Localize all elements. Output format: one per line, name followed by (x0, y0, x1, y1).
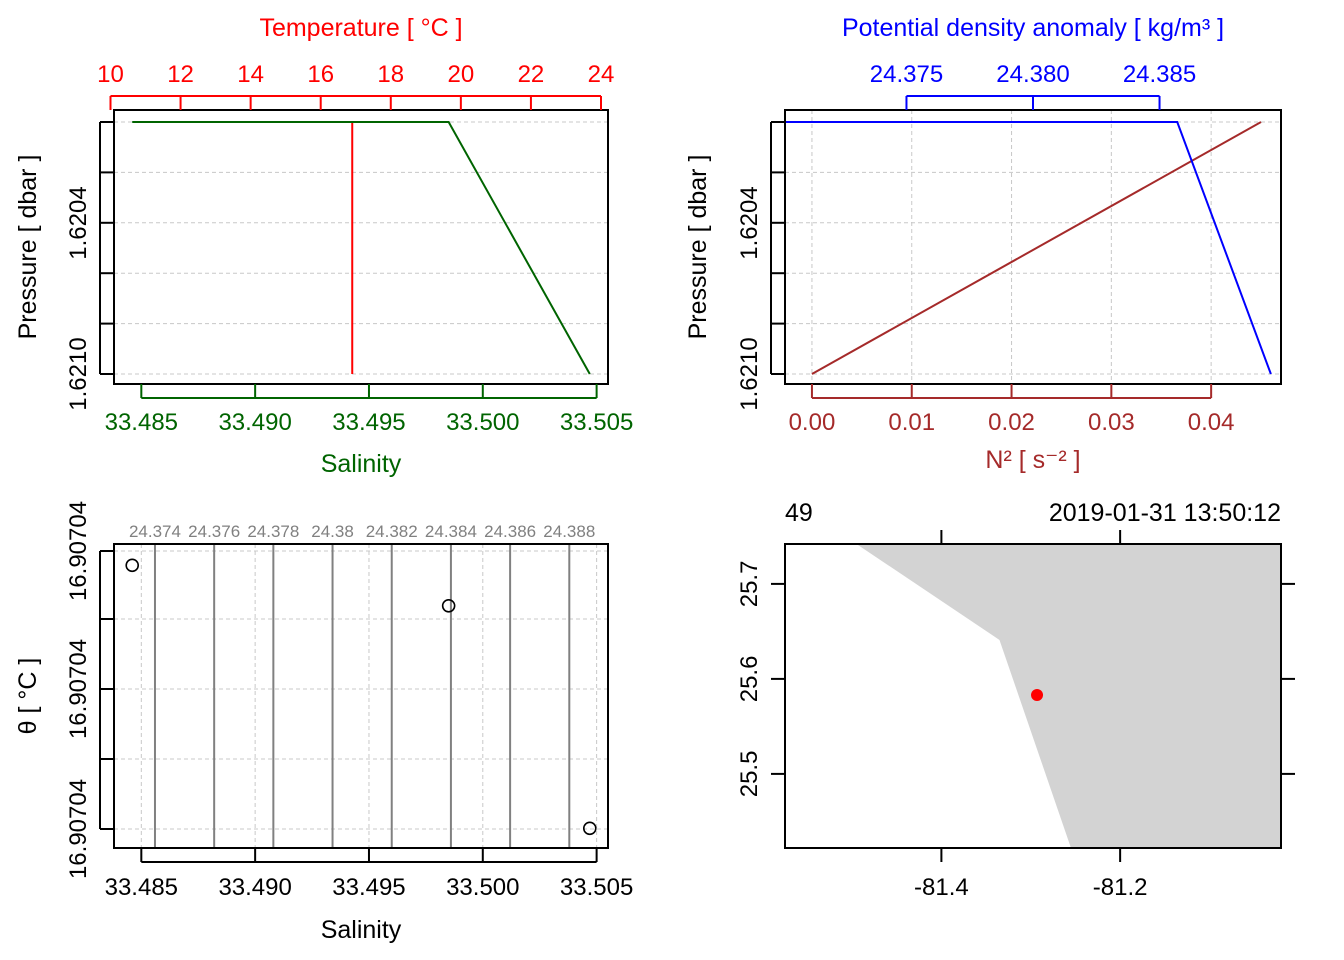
p3-grid (114, 544, 608, 848)
p3-theta-tick-label: 16.90704 (65, 639, 92, 739)
p1-salinity-tick-label: 33.485 (105, 409, 178, 436)
p4-lon-tick-label: -81.4 (914, 874, 969, 901)
p1-temperature-tick-label: 12 (167, 61, 194, 88)
p3-isopycnal-label: 24.384 (425, 522, 477, 541)
p4-land (856, 544, 1281, 848)
p2-pressure-axis: 1.6204 1.6210 (736, 121, 785, 411)
p2-grid (785, 110, 1281, 384)
p1-salinity-tick-label: 33.495 (332, 409, 405, 436)
p3-isopycnal-label: 24.376 (188, 522, 240, 541)
p2-n2-tick-label: 0.00 (789, 409, 836, 436)
p4-lat-tick-label: 25.5 (736, 751, 763, 798)
p2-n2-line (811, 121, 1262, 375)
p2-density-tick-label: 24.380 (996, 61, 1069, 88)
p3-theta-tick-label: 16.90704 (65, 779, 92, 879)
p3-isopycnal-label: 24.388 (543, 522, 595, 541)
p1-temperature-axis: 10 12 14 16 18 20 22 24 (97, 61, 614, 110)
p1-salinity-axis-title: Salinity (321, 450, 402, 478)
p3-isopycnal-label: 24.386 (484, 522, 536, 541)
p1-temperature-tick-label: 18 (377, 61, 404, 88)
p3-theta-tick-label: 16.90704 (65, 779, 92, 879)
panel-temperature-salinity-profile: 10 12 14 16 18 20 22 24 33.485 33.490 33.495 33.50… (14, 14, 633, 478)
p4-land-polygon (856, 544, 1281, 848)
p2-density-line (785, 121, 1272, 375)
p3-plot-frame (113, 543, 609, 849)
p2-n2-tick-label: 0.01 (888, 409, 935, 436)
p3-isopycnal-label: 24.378 (247, 522, 299, 541)
p1-pressure-axis: 1.6204 1.6210 (65, 121, 114, 411)
p2-density-tick-label: 24.375 (870, 61, 943, 88)
p4-station-dot (1031, 689, 1044, 702)
p1-temperature-tick-label: 14 (237, 61, 264, 88)
p1-pressure-tick-label: 1.6210 (65, 337, 92, 410)
p2-density-axis-title: Potential density anomaly [ kg/m³ ] (842, 14, 1224, 42)
p4-station (1031, 689, 1044, 702)
p2-n2-axis-title: N² [ s⁻² ] (985, 446, 1080, 474)
p3-isopycnals: 24.374 24.376 24.378 24.38 24.382 24.384 24.38… (129, 522, 595, 848)
p3-salinity-tick-label: 33.485 (105, 874, 178, 901)
panel-density-n2-profile: 24.375 24.380 24.385 0.00 0.01 0.02 0.03 0.04 … (684, 14, 1282, 474)
p3-isopycnal-label: 24.38 (311, 522, 354, 541)
p2-pressure-tick-label: 1.6204 (736, 186, 763, 259)
p1-plot-frame (113, 109, 609, 385)
p3-theta-tick-label: 16.90704 (65, 501, 92, 601)
p3-salinity-tick-label: 33.500 (446, 874, 519, 901)
p2-plot-frame (784, 109, 1282, 385)
p1-pressure-axis-title: Pressure [ dbar ] (14, 155, 42, 340)
p1-salinity-line (132, 121, 591, 375)
p3-data-point (441, 598, 456, 613)
p1-temperature-tick-label: 10 (97, 61, 124, 88)
p2-pressure-axis-title: Pressure [ dbar ] (684, 155, 712, 340)
p4-plot-frame (784, 543, 1282, 849)
p1-temperature-tick-label: 20 (447, 61, 474, 88)
p3-salinity-axis: 33.485 33.490 33.495 33.500 33.505 (105, 848, 633, 901)
p1-temperature-tick-label: 16 (307, 61, 334, 88)
panel-station-map: -81.4 -81.2 25.5 25.6 25.7 49 2019-01-31 13:… (736, 499, 1295, 901)
p2-pressure-tick-label: 1.6210 (736, 337, 763, 410)
p3-data-point (582, 821, 597, 836)
panel-ts-diagram: 24.374 24.376 24.378 24.38 24.382 24.384 24.38… (14, 501, 633, 944)
p1-temperature-tick-label: 22 (518, 61, 545, 88)
p3-isopycnal-label: 24.382 (366, 522, 418, 541)
p2-n2-tick-label: 0.04 (1188, 409, 1235, 436)
p4-lat-tick-label: 25.6 (736, 656, 763, 703)
p1-salinity-tick-label: 33.490 (218, 409, 291, 436)
p4-lon-tick-label: -81.2 (1093, 874, 1148, 901)
p3-salinity-tick-label: 33.495 (332, 874, 405, 901)
p3-salinity-axis-title: Salinity (321, 916, 402, 944)
p1-salinity-axis: 33.485 33.490 33.495 33.500 33.505 (105, 384, 633, 436)
p1-grid (114, 121, 608, 375)
p1-salinity-tick-label: 33.500 (446, 409, 519, 436)
p2-density-axis: 24.375 24.380 24.385 (870, 61, 1196, 110)
p4-lat-tick-label: 25.7 (736, 561, 763, 608)
p1-temperature-tick-label: 24 (588, 61, 615, 88)
p1-series (132, 121, 591, 375)
p3-data-point (125, 558, 140, 573)
p4-datetime: 2019-01-31 13:50:12 (1049, 499, 1281, 527)
p1-temperature-axis-title: Temperature [ °C ] (259, 14, 462, 42)
p1-salinity-tick-label: 33.505 (560, 409, 633, 436)
p4-station-label: 49 (785, 499, 813, 527)
p3-salinity-tick-label: 33.490 (218, 874, 291, 901)
p2-density-tick-label: 24.385 (1123, 61, 1196, 88)
p2-series (785, 121, 1272, 375)
p2-n2-tick-label: 0.02 (988, 409, 1035, 436)
p4-axes: -81.4 -81.2 25.5 25.6 25.7 (736, 530, 1295, 901)
p1-pressure-tick-label: 1.6204 (65, 186, 92, 259)
p3-points (125, 558, 597, 836)
p2-n2-axis: 0.00 0.01 0.02 0.03 0.04 (789, 384, 1235, 436)
p3-salinity-tick-label: 33.505 (560, 874, 633, 901)
p3-theta-axis-title: θ [ °C ] (14, 658, 42, 735)
p3-isopycnal-label: 24.374 (129, 522, 181, 541)
p2-n2-tick-label: 0.03 (1088, 409, 1135, 436)
